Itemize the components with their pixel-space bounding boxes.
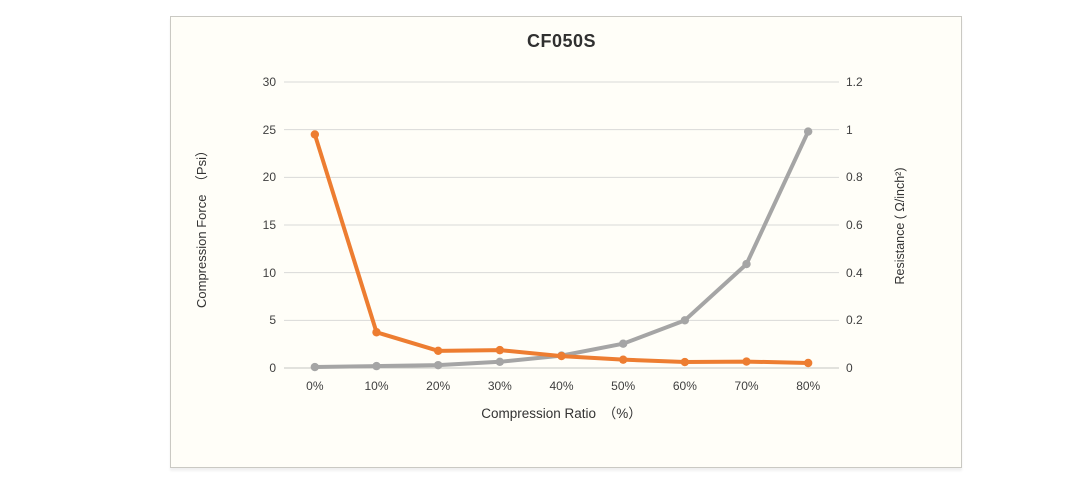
axis-tick-label: 20 (262, 170, 276, 185)
data-point-marker (803, 127, 813, 136)
data-point-marker (803, 358, 813, 368)
data-point-marker (495, 357, 505, 367)
data-point-marker (310, 362, 320, 372)
chart-title: CF050S (526, 31, 597, 51)
data-point-marker (557, 351, 566, 361)
axis-tick-label: 0.4 (846, 265, 863, 280)
data-point-marker (680, 357, 690, 367)
x-tick-label: 20% (426, 379, 451, 393)
x-tick-label: 0% (306, 379, 324, 393)
axis-tick-label: 30 (262, 75, 276, 89)
axis-tick-label: 0 (269, 361, 276, 375)
x-tick-label: 30% (487, 379, 512, 393)
right-axis-title: Resistance ( Ω/inch²) (893, 167, 907, 285)
data-point-marker (618, 339, 628, 348)
data-point-marker (372, 328, 381, 337)
axis-tick-label: 0.6 (846, 218, 863, 232)
data-point-marker (433, 360, 443, 370)
data-point-marker (495, 345, 505, 355)
x-tick-label: 70% (734, 379, 759, 393)
axis-tick-label: 1 (846, 122, 853, 137)
right-axis-tick-labels: 1.2 1 0.8 0.6 0.4 0.2 0 (846, 76, 880, 374)
x-tick-label: 80% (796, 379, 821, 393)
left-axis-title: Compression Force （Psi） (194, 144, 209, 308)
series-line-compression-force (312, 129, 811, 370)
axis-tick-label: 15 (262, 218, 276, 232)
left-axis-tick-labels: 30 25 20 15 10 5 0 (244, 76, 276, 374)
data-point-marker (372, 361, 381, 371)
data-point-marker (618, 355, 628, 364)
data-point-marker (680, 316, 690, 325)
axis-tick-label: 10 (262, 265, 276, 280)
chart-frame: CF050S Compression Force （Psi） Resistanc… (170, 16, 962, 468)
data-point-marker (433, 346, 443, 356)
plot-area (284, 81, 839, 372)
x-tick-label: 50% (611, 379, 636, 393)
axis-tick-label: 0.8 (846, 170, 863, 185)
axis-tick-label: 0 (846, 361, 853, 375)
data-point-marker (310, 130, 320, 139)
axis-tick-label: 0.2 (846, 313, 863, 328)
axis-tick-label: 25 (262, 122, 276, 137)
x-axis-tick-labels: 0% 10% 20% 30% 40% 50% 60% 70% 80% (284, 379, 839, 395)
data-point-marker (742, 357, 751, 366)
x-tick-label: 10% (364, 379, 389, 393)
x-tick-label: 40% (549, 379, 574, 393)
axis-tick-label: 5 (269, 313, 276, 328)
axis-tick-label: 1.2 (846, 75, 863, 89)
data-point-marker (742, 259, 751, 269)
x-tick-label: 60% (672, 379, 697, 393)
x-axis-title: Compression Ratio （%） (481, 406, 642, 421)
series-line-resistance (312, 132, 811, 365)
